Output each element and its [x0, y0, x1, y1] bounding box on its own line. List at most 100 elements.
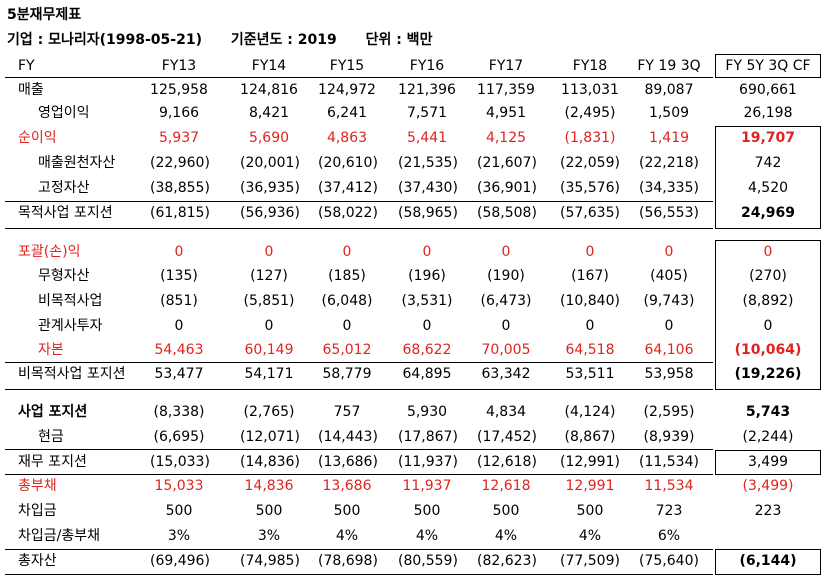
row-non-business-position: 비목적사업 포지션 53,477 54,171 58,779 64,895 63,342 5…: [0, 362, 826, 386]
value-cell: 0: [585, 244, 595, 260]
unit-info: 단위 : 백만: [365, 32, 433, 48]
value-cell: 0: [664, 244, 674, 260]
value-cell: 500: [492, 503, 520, 519]
company-info: 기업 : 모나리자(1998-05-21): [7, 32, 202, 48]
row-label: 영업이익: [38, 105, 90, 121]
value-cell: 5,441: [406, 130, 448, 146]
value-cell: (2,765): [243, 404, 295, 420]
cf-box-comprehensive: [715, 240, 821, 390]
cf-cell: (6,144): [739, 553, 797, 569]
value-cell: (1,831): [564, 130, 616, 146]
row-label: 재무 포지션: [18, 454, 87, 470]
value-cell: (37,430): [398, 180, 458, 196]
value-cell: 89,087: [644, 82, 694, 98]
row-label: 순이익: [18, 130, 57, 146]
cf-cell: 223: [754, 503, 782, 519]
value-cell: 4%: [415, 528, 439, 544]
value-cell: 500: [413, 503, 441, 519]
row-label: 차입금/총부채: [18, 528, 100, 544]
value-cell: (9,743): [643, 293, 695, 309]
cf-cell: 4,520: [747, 180, 789, 196]
value-cell: (77,509): [560, 553, 620, 569]
page-title: 5분재무제표: [7, 7, 82, 23]
cf-cell: 26,198: [743, 105, 793, 121]
value-cell: (36,935): [240, 180, 300, 196]
value-cell: (10,840): [560, 293, 620, 309]
value-cell: (58,508): [477, 205, 537, 221]
value-cell: 723: [655, 503, 683, 519]
value-cell: 5,930: [406, 404, 448, 420]
column-header: FY18: [572, 58, 608, 74]
value-cell: (56,553): [639, 205, 699, 221]
column-header: FY13: [161, 58, 197, 74]
row-intangible-assets: 무형자산 (135) (127) (185) (196) (190) (167) (405) (…: [0, 264, 826, 288]
value-cell: (127): [250, 268, 288, 284]
column-header: FY17: [488, 58, 524, 74]
value-cell: 12,618: [481, 478, 531, 494]
info-bar: 기업 : 모나리자(1998-05-21) 기준년도 : 2019 단위 : 백…: [7, 29, 432, 49]
cf-box-financial: [715, 450, 821, 475]
value-cell: (5,851): [243, 293, 295, 309]
value-cell: 53,958: [644, 366, 694, 382]
value-cell: 14,836: [244, 478, 294, 494]
column-header-cf: FY 5Y 3Q CF: [725, 58, 811, 74]
row-borrowings-ratio: 차입금/총부채 3% 3% 4% 4% 4% 4% 6%: [0, 524, 826, 548]
value-cell: (35,576): [560, 180, 620, 196]
value-cell: (36,901): [477, 180, 537, 196]
value-cell: 1,419: [648, 130, 690, 146]
value-cell: 3%: [167, 528, 191, 544]
value-cell: (17,452): [477, 429, 537, 445]
value-cell: (56,936): [240, 205, 300, 221]
value-cell: (82,623): [477, 553, 537, 569]
value-cell: 500: [165, 503, 193, 519]
cf-cell: 5,743: [745, 404, 791, 420]
value-cell: 9,166: [158, 105, 200, 121]
value-cell: 0: [264, 318, 274, 334]
row-label: 무형자산: [38, 268, 90, 284]
value-cell: (11,534): [639, 454, 699, 470]
row-label: 비목적사업: [38, 293, 103, 309]
column-header: FY15: [329, 58, 365, 74]
value-cell: (3,531): [401, 293, 453, 309]
cf-box-income: [715, 126, 821, 229]
cf-box-total-assets: [715, 549, 821, 575]
value-cell: 53,477: [154, 366, 204, 382]
value-cell: (4,124): [564, 404, 616, 420]
value-cell: (21,607): [477, 155, 537, 171]
cf-cell: 742: [754, 155, 782, 171]
row-label: 고정자산: [38, 180, 90, 196]
value-cell: 125,958: [150, 82, 208, 98]
value-cell: 757: [333, 404, 361, 420]
value-cell: (57,635): [560, 205, 620, 221]
fy-label: FY: [18, 58, 35, 74]
value-cell: 4%: [335, 528, 359, 544]
value-cell: 54,171: [244, 366, 294, 382]
value-cell: (37,412): [318, 180, 378, 196]
row-sales-source-assets: 매출원천자산 (22,960) (20,001) (20,610) (21,535) (2…: [0, 151, 826, 175]
row-non-business: 비목적사업 (851) (5,851) (6,048) (3,531) (6,473) (1…: [0, 289, 826, 313]
cf-cell: (19,226): [734, 366, 802, 382]
value-cell: 0: [174, 318, 184, 334]
rule-after-nonbusiness-position: [5, 389, 713, 390]
value-cell: 53,511: [565, 366, 615, 382]
cf-cell: 0: [763, 244, 773, 260]
value-cell: (12,618): [477, 454, 537, 470]
value-cell: 0: [342, 244, 352, 260]
value-cell: 12,991: [565, 478, 615, 494]
cf-cell: (2,244): [742, 429, 794, 445]
value-cell: 4,125: [485, 130, 527, 146]
cf-cell: 690,661: [739, 82, 797, 98]
value-cell: 124,816: [240, 82, 298, 98]
value-cell: (34,335): [639, 180, 699, 196]
value-cell: 64,106: [644, 342, 694, 358]
value-cell: 0: [501, 318, 511, 334]
rule-after-equity: [5, 362, 713, 363]
value-cell: (58,022): [318, 205, 378, 221]
row-operating-income: 영업이익 9,166 8,421 6,241 7,571 4,951 (2,495) 1,50…: [0, 101, 826, 125]
value-cell: (58,965): [398, 205, 458, 221]
value-cell: (851): [160, 293, 198, 309]
rule-after-cash: [5, 449, 713, 450]
value-cell: (11,937): [398, 454, 458, 470]
row-label: 관계사투자: [38, 318, 103, 334]
row-equity: 자본 54,463 60,149 65,012 68,622 70,005 64,518 64…: [0, 338, 826, 362]
